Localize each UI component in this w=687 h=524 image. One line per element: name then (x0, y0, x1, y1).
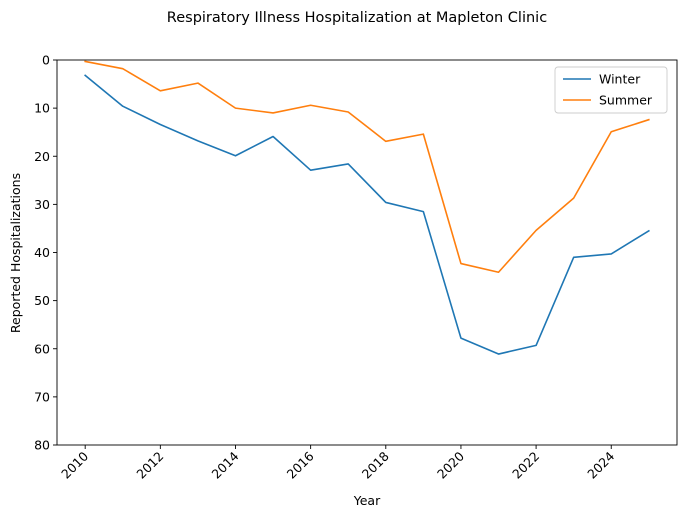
x-tick-label: 2010 (58, 448, 91, 481)
y-tick-label: 0 (42, 53, 50, 68)
y-tick-label: 60 (34, 341, 50, 356)
y-tick-label: 50 (34, 293, 50, 308)
x-tick-label: 2012 (133, 449, 166, 482)
x-tick-label: 2020 (434, 448, 467, 481)
series-line-summer (84, 60, 650, 274)
legend: Winter Summer (554, 66, 668, 114)
y-tick-label: 10 (34, 101, 50, 116)
axes-frame (56, 59, 678, 446)
legend-label-summer: Summer (599, 93, 653, 108)
y-tick-label: 30 (34, 197, 50, 212)
y-tick-label: 20 (34, 149, 50, 164)
x-tick-label: 2016 (284, 448, 317, 481)
y-tick-label: 70 (34, 389, 50, 404)
legend-label-winter: Winter (599, 72, 641, 87)
plot-area: 0 10 20 30 40 50 60 70 80 2010 2012 2014 2016 2018 202… (34, 53, 678, 482)
y-tick-label: 80 (34, 438, 50, 453)
x-tick-label: 2018 (359, 448, 392, 481)
x-axis-label: Year (353, 493, 381, 508)
y-tick-label: 40 (34, 245, 50, 260)
x-tick-label: 2022 (509, 449, 542, 482)
x-tick-label: 2024 (584, 448, 617, 481)
x-tick-label: 2014 (209, 448, 242, 481)
chart-title: Respiratory Illness Hospitalization at M… (167, 10, 547, 26)
y-axis-label: Reported Hospitalizations (8, 173, 23, 333)
series-line-winter (84, 74, 650, 355)
